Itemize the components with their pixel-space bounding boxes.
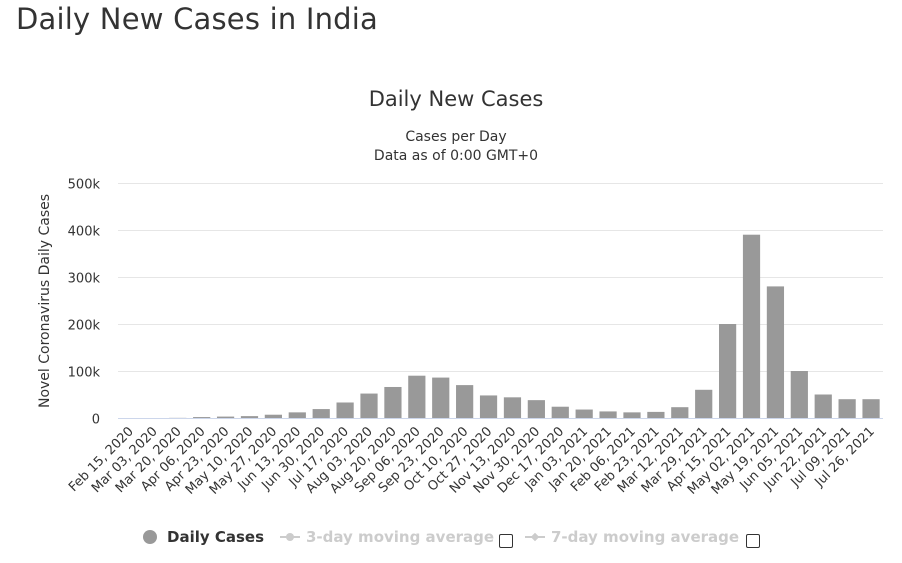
line-circle-icon: [280, 532, 300, 542]
legend-label: 7-day moving average: [551, 528, 740, 546]
legend-7-day-average[interactable]: 7-day moving average: [525, 528, 739, 546]
bars: [169, 234, 880, 418]
bar: [336, 402, 354, 418]
bar: [814, 394, 832, 418]
daily-cases-dot-icon: [143, 530, 157, 544]
bar: [838, 399, 856, 418]
bar: [623, 412, 641, 418]
bar: [575, 409, 593, 418]
bar: [479, 395, 498, 418]
y-tick-label: 300k: [68, 272, 101, 287]
bar: [288, 412, 306, 418]
bar: [456, 385, 474, 418]
7-day-average-checkbox[interactable]: [746, 534, 760, 548]
bar: [432, 377, 450, 418]
legend-daily-cases[interactable]: Daily Cases: [143, 528, 264, 546]
y-axis-label: Novel Coronavirus Daily Cases: [37, 194, 53, 408]
chart-subtitle-1: Cases per Day: [405, 129, 506, 145]
bar: [719, 324, 737, 418]
bar: [790, 371, 808, 418]
bar: [695, 389, 713, 418]
legend-3-day-average[interactable]: 3-day moving average: [280, 528, 494, 546]
y-tick-label: 400k: [68, 225, 101, 240]
bar: [551, 406, 569, 418]
chart-legend: Daily Cases 3-day moving average 7-day m…: [0, 528, 902, 552]
bar: [599, 411, 617, 418]
legend-label: 3-day moving average: [306, 528, 495, 546]
bar: [742, 234, 761, 418]
bar: [360, 393, 378, 418]
bar: [193, 417, 211, 418]
bar: [408, 375, 426, 418]
bar: [264, 414, 282, 418]
y-tick-label: 500k: [68, 178, 101, 193]
bar: [240, 416, 259, 418]
bar: [384, 386, 402, 418]
bar: [527, 400, 545, 418]
bar: [312, 409, 330, 418]
line-diamond-icon: [525, 532, 545, 542]
bar: [766, 286, 785, 418]
legend-label: Daily Cases: [167, 528, 265, 546]
y-tick-label: 100k: [68, 366, 101, 381]
chart-subtitle-2: Data as of 0:00 GMT+0: [374, 148, 538, 164]
bar: [216, 416, 235, 418]
bar: [671, 407, 689, 418]
page-title: Daily New Cases in India: [16, 2, 378, 36]
3-day-average-checkbox[interactable]: [499, 534, 513, 548]
bar: [647, 411, 665, 418]
y-tick-label: 0: [92, 413, 100, 428]
y-axis-ticks: 0 100k 200k 300k 400k 500k: [68, 178, 101, 428]
bar: [503, 397, 522, 418]
y-tick-label: 200k: [68, 319, 101, 334]
bar: [862, 399, 880, 418]
daily-new-cases-chart: Daily New Cases Cases per Day Data as of…: [37, 87, 883, 498]
chart-title: Daily New Cases: [369, 87, 544, 111]
